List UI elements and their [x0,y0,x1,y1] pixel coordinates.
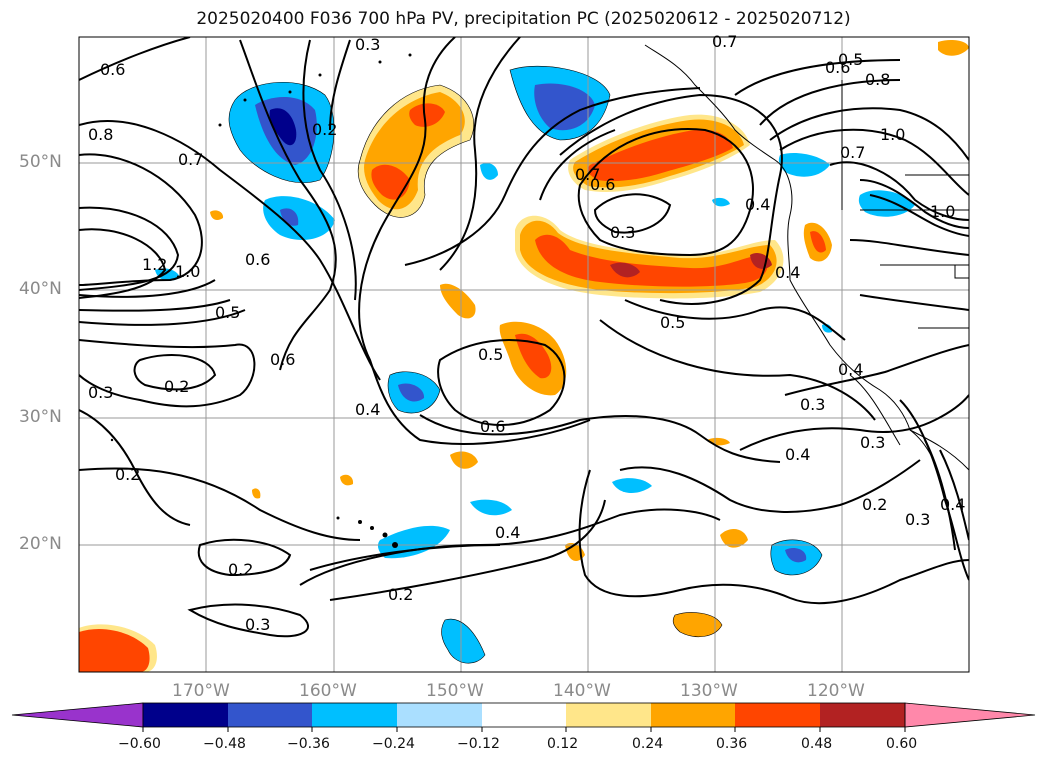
contour-label: 0.6 [245,250,270,269]
pv-contours [79,37,969,638]
contour-label: 0.3 [355,35,380,54]
lon-label: 140°W [553,681,611,701]
contour-label: 0.2 [312,120,337,139]
contour-label: 0.4 [745,195,770,214]
colorbar-tick-label: 0.12 [547,736,579,752]
contour-label: 0.4 [355,400,380,419]
map-frame [78,36,970,673]
colorbar-tick-label: 0.24 [632,736,664,752]
colorbar [11,702,1036,732]
colorbar-segment [397,703,482,727]
contour-label: 0.3 [245,615,270,634]
contour-label: 0.2 [164,377,189,396]
lon-label: 160°W [299,681,357,701]
contour-label: 0.6 [590,175,615,194]
contour-label: 0.2 [228,560,253,579]
contour-label: 1.2 [142,255,167,274]
lat-label: 50°N [19,152,62,172]
colorbar-border [142,702,906,728]
map-title: 2025020400 F036 700 hPa PV, precipitatio… [196,9,851,29]
contour-label: 0.6 [480,417,505,436]
contour-label: 0.3 [905,510,930,529]
contour-label: 0.7 [178,150,203,169]
contour-label: 0.4 [940,495,965,514]
colorbar-tick-label: −0.24 [372,736,415,752]
colorbar-segment [651,703,735,727]
colorbar-extend-left [11,702,144,728]
contour-label: 0.7 [575,165,600,184]
contour-label: 0.2 [388,585,413,604]
gridlines [79,37,969,672]
colorbar-extend-right [904,702,1036,728]
contour-label: 0.2 [115,465,140,484]
contour-label: 0.3 [610,223,635,242]
contour-label: 0.7 [712,32,737,51]
contour-label: 0.5 [478,345,503,364]
contour-label: 0.8 [88,125,113,144]
contour-label: 0.3 [88,383,113,402]
colorbar-tick-label: −0.60 [118,736,161,752]
contour-label: 0.3 [860,433,885,452]
colorbar-tick-label: −0.12 [457,736,500,752]
colorbar-tick-label: −0.48 [203,736,246,752]
lon-label: 150°W [426,681,484,701]
colorbar-tick-label: −0.36 [287,736,330,752]
contour-label: 0.4 [495,523,520,542]
contour-label: 0.5 [215,303,240,322]
colorbar-tick-label: 0.48 [801,736,833,752]
colorbar-segment [312,703,397,727]
lon-label: 170°W [172,681,230,701]
contour-labels: 0.6 0.3 0.7 0.5 0.6 0.8 0.8 0.7 0.2 0.7 … [88,32,965,634]
colorbar-tick-label: 0.36 [716,736,748,752]
colorbar-tick-label: 0.60 [886,736,918,752]
lon-label: 120°W [807,681,865,701]
colorbar-segment [566,703,651,727]
contour-label: 0.6 [100,60,125,79]
contour-label: 0.4 [838,360,863,379]
contour-label: 0.8 [865,70,890,89]
lat-label: 40°N [19,279,62,299]
colorbar-segment [143,703,228,727]
contour-label: 0.6 [825,58,850,77]
precip-shading [79,40,969,672]
lon-label: 130°W [680,681,738,701]
colorbar-segment [482,703,566,727]
contour-label: 0.4 [775,263,800,282]
shade-outlines [228,65,823,664]
lat-label: 20°N [19,534,62,554]
colorbar-segment [820,703,905,727]
contour-label: 1.0 [930,202,955,221]
contour-label: 1.0 [880,125,905,144]
islands [110,53,412,548]
contour-label: 0.3 [800,395,825,414]
colorbar-segment [735,703,820,727]
colorbar-segment [228,703,312,727]
contour-label: 0.5 [838,50,863,69]
contour-label: 0.6 [270,350,295,369]
coastline [644,44,969,501]
lat-label: 30°N [19,407,62,427]
contour-label: 0.7 [840,143,865,162]
contour-label: 1.0 [175,262,200,281]
contour-label: 0.5 [660,313,685,332]
contour-label: 0.2 [862,495,887,514]
contour-label: 0.4 [785,445,810,464]
